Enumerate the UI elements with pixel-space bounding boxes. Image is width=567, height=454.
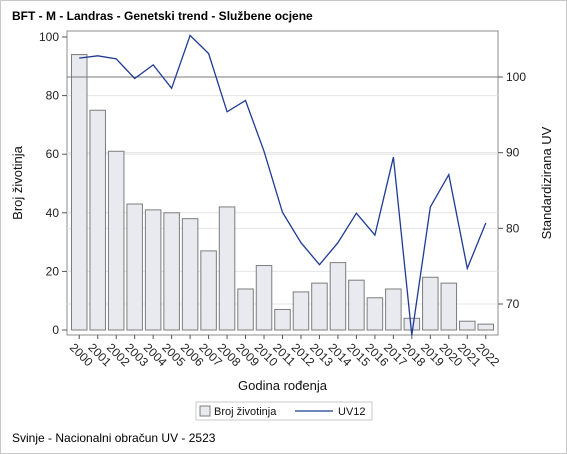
y-right-tick-label: 100: [506, 70, 526, 84]
bar-2022: [477, 323, 495, 331]
bar-2003: [126, 203, 143, 331]
x-axis-title: Godina rođenja: [238, 378, 328, 393]
bar-2000: [70, 54, 88, 331]
y-right-axis-title: Standardizirana UV: [539, 126, 554, 239]
bar-2001: [89, 109, 106, 331]
footnote: Svinje - Nacionalni obračun UV - 2523: [12, 431, 216, 445]
legend-swatch-bar: [199, 405, 211, 417]
bar-2015: [348, 279, 365, 331]
bar-2019: [422, 276, 439, 331]
line-uv12: [79, 34, 487, 336]
bar-2016: [366, 297, 384, 331]
bar-2011: [274, 308, 291, 331]
bar-2010: [255, 265, 273, 331]
y-right-tick-label: 70: [506, 297, 520, 311]
legend-label-line: UV12: [338, 406, 366, 418]
bar-2012: [292, 291, 310, 331]
bar-2004: [144, 209, 162, 331]
y-left-tick-label: 0: [52, 323, 59, 337]
y-left-tick-label: 40: [46, 206, 60, 220]
bar-2014: [329, 262, 347, 331]
y-left-tick-label: 20: [46, 264, 60, 278]
y-left-axis-title: Broj životinja: [10, 145, 25, 219]
bar-2007: [200, 250, 217, 331]
legend-label-bar: Broj životinja: [214, 406, 277, 418]
y-left-tick-label: 80: [46, 89, 60, 103]
bar-2021: [459, 320, 476, 331]
bar-2020: [440, 282, 458, 331]
y-left-tick-label: 60: [46, 147, 60, 161]
bar-2013: [311, 282, 328, 331]
y-right-tick-label: 90: [506, 146, 520, 160]
bar-2005: [163, 212, 180, 331]
y-left-tick-label: 100: [39, 30, 59, 44]
bar-2006: [181, 218, 199, 331]
bar-2018: [403, 317, 421, 331]
bar-2017: [385, 288, 402, 331]
legend-box: [195, 401, 373, 421]
y-right-tick-label: 80: [506, 221, 520, 235]
bar-2008: [218, 206, 236, 331]
bar-2002: [107, 150, 125, 331]
bar-2009: [237, 288, 254, 331]
chart-title: BFT - M - Landras - Genetski trend - Slu…: [12, 9, 313, 23]
